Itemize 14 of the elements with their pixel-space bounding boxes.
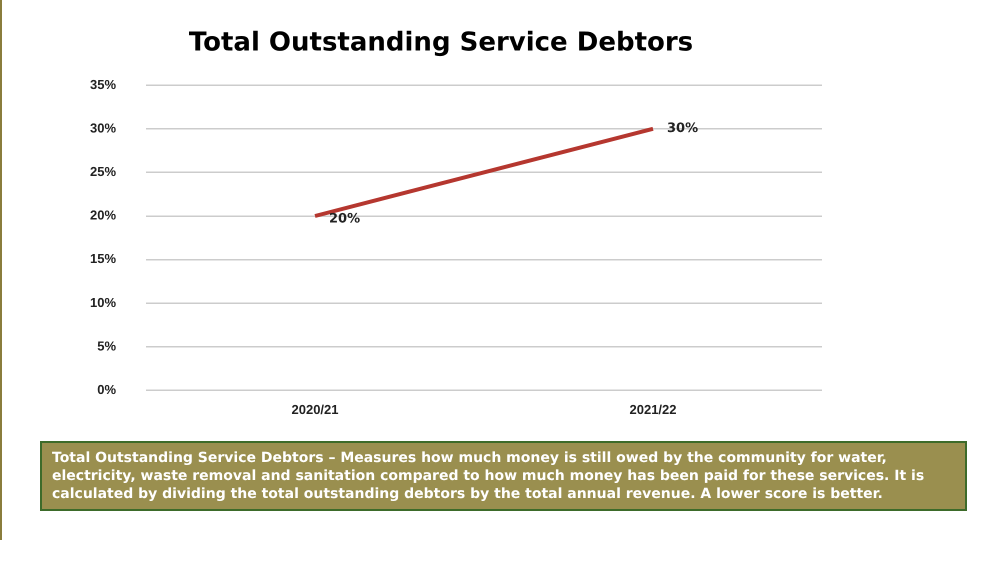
y-tick-label: 10%: [90, 294, 116, 310]
chart-title: Total Outstanding Service Debtors: [188, 27, 694, 58]
x-tick-label: 2021/22: [630, 402, 677, 417]
data-label: 20%: [329, 211, 360, 226]
y-tick-label: 20%: [90, 208, 116, 223]
y-tick-label: 30%: [90, 120, 116, 136]
y-tick-label: 25%: [90, 164, 116, 179]
y-tick-label: 15%: [90, 251, 116, 266]
data-label: 30%: [667, 121, 698, 136]
y-tick-label: 0%: [97, 382, 116, 397]
text: Total Outstanding Service Debtors – Measures how much money is still owed by the community for water, electricity, waste removal and sanitation compared to how much money has been paid for these services. It is calculated by dividing the total outstanding debtors by the total annual revenue. A lower score is better.: [52, 449, 926, 503]
y-tick-label: 5%: [97, 338, 116, 354]
x-tick-label: 2020/21: [292, 402, 339, 417]
y-tick-label: 35%: [90, 76, 116, 92]
